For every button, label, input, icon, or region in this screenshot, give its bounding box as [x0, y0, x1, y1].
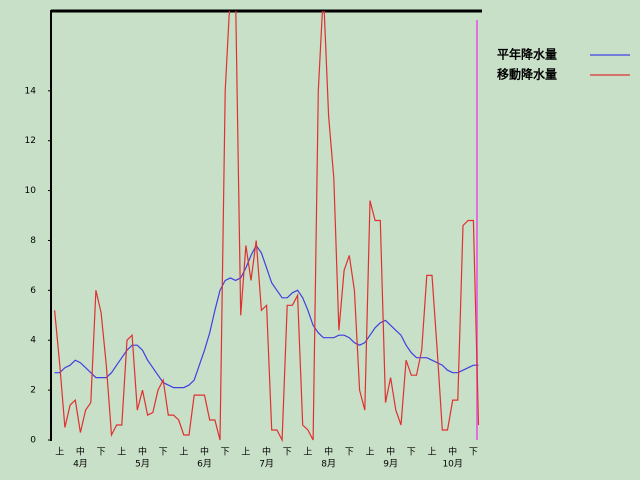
legend-label: 平年降水量 — [497, 47, 557, 62]
y-tick-label: 14 — [25, 86, 37, 96]
plot-area — [54, 11, 480, 443]
series-line — [54, 244, 479, 389]
month-label: 9月 — [383, 459, 398, 470]
x-tick-label: 上 — [55, 447, 64, 458]
y-tick-label: 10 — [25, 186, 37, 196]
x-tick-label: 中 — [262, 446, 271, 458]
month-label: 6月 — [197, 459, 212, 470]
x-tick-label: 下 — [283, 448, 292, 458]
x-tick-label: 上 — [241, 447, 250, 458]
y-tick-label: 2 — [30, 386, 36, 396]
legend-label: 移動降水量 — [497, 67, 557, 82]
x-tick-label: 上 — [427, 447, 436, 458]
month-label: 4月 — [73, 459, 88, 470]
y-tick-label: 0 — [30, 436, 36, 446]
x-tick-label: 下 — [345, 448, 354, 458]
x-tick-label: 上 — [117, 447, 126, 458]
y-tick-label: 8 — [30, 236, 36, 246]
month-label: 10月 — [442, 459, 462, 470]
month-label: 8月 — [321, 459, 336, 470]
x-tick-label: 中 — [324, 446, 333, 458]
x-tick-label: 中 — [386, 446, 395, 458]
x-tick-label: 上 — [365, 447, 374, 458]
series-line — [54, 11, 480, 443]
y-tick-label: 12 — [25, 136, 36, 146]
x-tick-label: 中 — [448, 446, 457, 458]
x-tick-label: 中 — [200, 446, 209, 458]
x-tick-label: 下 — [469, 448, 478, 458]
y-tick-label: 4 — [30, 336, 36, 346]
x-tick-label: 下 — [407, 448, 416, 458]
month-label: 7月 — [259, 459, 274, 470]
x-tick-label: 中 — [76, 446, 85, 458]
x-tick-label: 上 — [179, 447, 188, 458]
x-tick-label: 中 — [138, 446, 147, 458]
y-tick-label: 6 — [30, 286, 36, 296]
x-tick-label: 下 — [221, 448, 230, 458]
month-label: 5月 — [135, 459, 150, 470]
x-tick-label: 上 — [303, 447, 312, 458]
x-tick-label: 下 — [97, 448, 106, 458]
x-tick-label: 下 — [159, 448, 168, 458]
